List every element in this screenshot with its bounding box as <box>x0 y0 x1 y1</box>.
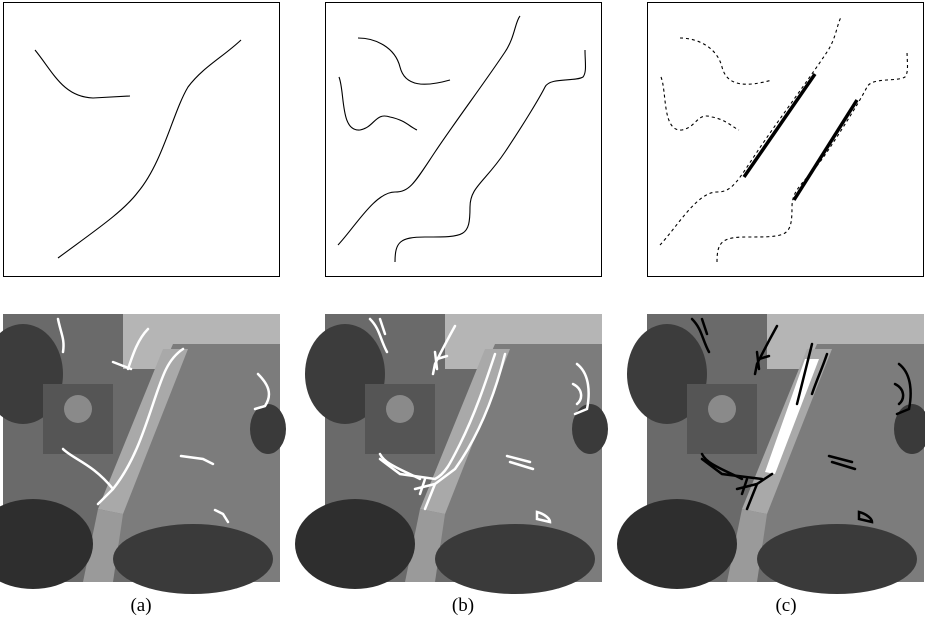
photo-a <box>0 314 286 594</box>
panel-label: (a) <box>130 595 151 616</box>
photo-c <box>617 314 925 594</box>
panel-b <box>326 3 602 277</box>
panel-c <box>648 3 924 277</box>
figure: (a) (b) ( <box>0 0 925 620</box>
panel-label: (b) <box>452 595 474 616</box>
panel-label: (c) <box>775 595 796 616</box>
panel-a <box>4 3 280 277</box>
photo-b <box>295 314 608 594</box>
